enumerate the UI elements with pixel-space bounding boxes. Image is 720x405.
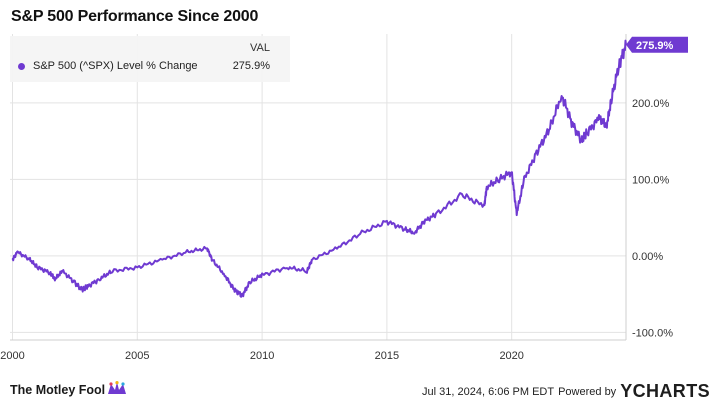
brand-name: The Motley Fool — [10, 382, 106, 397]
legend-box: VAL S&P 500 (^SPX) Level % Change 275.9% — [10, 36, 290, 82]
x-tick-label: 2000 — [0, 350, 24, 362]
end-value-badge: 275.9% — [626, 36, 688, 53]
legend-column-header: VAL — [250, 42, 270, 54]
series-line — [11, 39, 627, 298]
footer: The Motley Fool Jul 31, 2024, 6:06 PM ED… — [0, 371, 720, 405]
legend-series-value: 275.9% — [232, 60, 270, 72]
end-value-badge-text: 275.9% — [636, 40, 674, 52]
x-tick-label: 2015 — [375, 350, 399, 362]
timestamp: Jul 31, 2024, 6:06 PM EDT — [422, 385, 555, 398]
chart-title: S&P 500 Performance Since 2000 — [11, 8, 259, 25]
legend-series-label: S&P 500 (^SPX) Level % Change — [33, 60, 198, 72]
y-tick-label: -100.0% — [632, 327, 673, 339]
x-tick-label: 2020 — [499, 350, 523, 362]
x-tick-labels: 2000 2005 2010 2015 2020 — [0, 350, 524, 362]
x-tick-label: 2010 — [250, 350, 274, 362]
x-tick-label: 2005 — [125, 350, 149, 362]
end-value-badge-shape — [626, 36, 688, 53]
jester-hat-icon — [107, 381, 127, 398]
chart-credit: Jul 31, 2024, 6:06 PM EDT Powered by YCH… — [422, 381, 710, 402]
y-tick-labels: -100.0% 0.00% 100.0% 200.0% — [632, 98, 673, 340]
gridlines — [10, 34, 627, 341]
legend-series-row: S&P 500 (^SPX) Level % Change — [18, 60, 198, 72]
y-tick-label: 100.0% — [632, 174, 670, 186]
powered-by-text: Powered by — [558, 385, 617, 398]
motley-fool-logo: The Motley Fool — [10, 381, 127, 398]
series-color-dot — [18, 62, 25, 70]
y-tick-label: 200.0% — [632, 98, 670, 110]
y-tick-label: 0.00% — [632, 251, 663, 263]
ycharts-logo: YCHARTS — [620, 381, 710, 401]
